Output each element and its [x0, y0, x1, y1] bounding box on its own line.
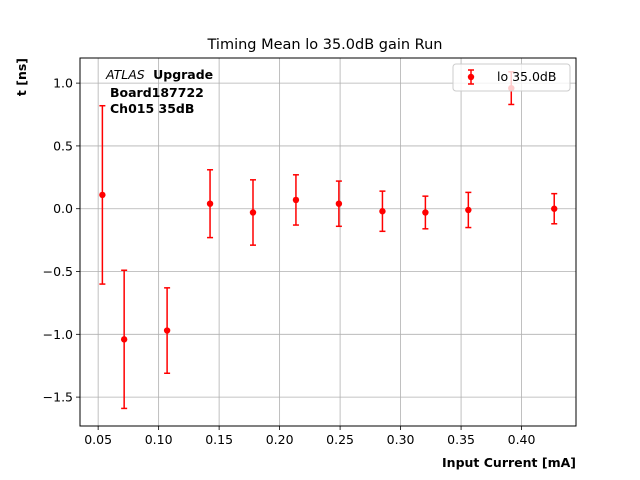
chart-title: Timing Mean lo 35.0dB gain Run: [207, 37, 443, 53]
point-marker: [335, 200, 343, 207]
point-marker: [99, 191, 106, 199]
data-point: [99, 104, 106, 285]
y-tick-label: 0.5: [53, 138, 73, 153]
data-point: [249, 179, 257, 246]
series-lo-35db: [99, 71, 558, 410]
plot-area-frame: [79, 57, 577, 427]
x-tick-label: 0.10: [145, 432, 173, 447]
point-marker: [379, 208, 386, 215]
legend-marker: [467, 73, 475, 81]
svg-text:ATLAS Upgrade: ATLAS Upgrade: [105, 67, 213, 82]
y-axis-ticks: −1.5 −1.0 −0.5 0.0 0.5 1.0: [43, 76, 80, 405]
x-tick-label: 0.25: [326, 432, 354, 447]
x-axis-label: Input Current [mA]: [442, 455, 576, 470]
data-point: [379, 190, 386, 233]
x-tick-label: 0.35: [447, 432, 475, 447]
data-point: [206, 169, 214, 239]
x-axis-ticks: 0.05 0.10 0.15 0.20 0.25 0.30 0.35 0.40: [84, 426, 536, 447]
data-point: [335, 180, 343, 228]
data-point: [465, 191, 472, 229]
data-point: [551, 192, 558, 225]
legend-box: [452, 63, 571, 92]
y-tick-label: −1.5: [43, 390, 73, 405]
point-marker: [249, 209, 257, 216]
y-tick-label: −0.5: [43, 264, 73, 279]
data-point: [422, 195, 429, 230]
y-axis-label: t [ns]: [14, 58, 29, 96]
channel-label: Ch015 35dB: [110, 101, 194, 116]
data-point: [292, 174, 300, 226]
y-tick-label: −1.0: [43, 327, 73, 342]
x-tick-label: 0.40: [508, 432, 536, 447]
y-tick-label: 0.0: [53, 201, 73, 216]
atlas-annotation: ATLAS Upgrade Board187722 Ch015 35dB: [105, 67, 213, 116]
x-tick-label: 0.30: [387, 432, 415, 447]
data-point: [120, 269, 128, 410]
point-marker: [292, 196, 300, 204]
x-tick-label: 0.05: [84, 432, 112, 447]
point-marker: [163, 327, 171, 334]
upgrade-label: Upgrade: [153, 67, 213, 82]
atlas-label: ATLAS: [105, 67, 145, 82]
point-marker: [422, 209, 429, 216]
board-label: Board187722: [110, 85, 204, 100]
x-tick-label: 0.20: [266, 432, 294, 447]
point-marker: [465, 206, 472, 214]
legend: lo 35.0dB: [452, 63, 571, 92]
point-marker: [206, 200, 214, 207]
point-marker: [551, 205, 558, 212]
data-point: [163, 287, 171, 374]
legend-series-label: lo 35.0dB: [497, 69, 556, 84]
y-tick-label: 1.0: [53, 76, 73, 91]
grid-lines: [80, 58, 576, 426]
point-marker: [120, 336, 128, 343]
x-tick-label: 0.15: [205, 432, 233, 447]
